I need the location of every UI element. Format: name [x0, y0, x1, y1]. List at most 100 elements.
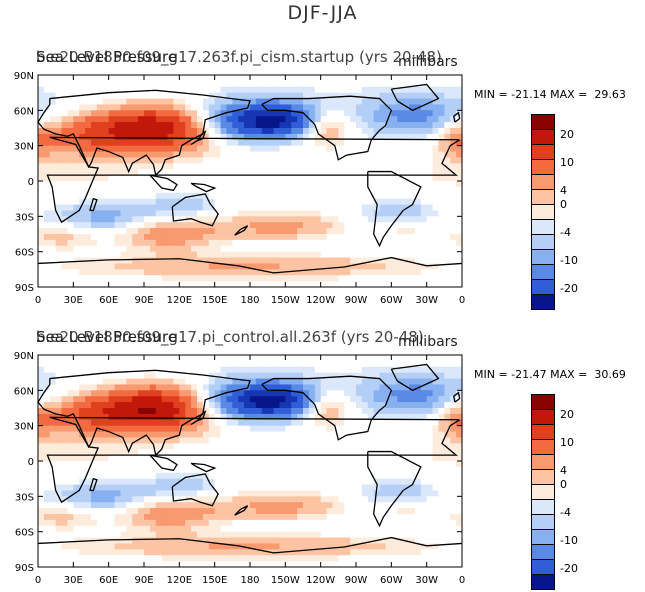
field-cell [420, 455, 428, 462]
field-cell [409, 228, 416, 235]
field-cell [55, 169, 63, 176]
y-tick-label: 0 [28, 177, 34, 188]
field-cell [185, 472, 192, 480]
field-cell [391, 366, 398, 374]
field-cell [297, 372, 304, 380]
field-cell [232, 122, 239, 129]
field-cell [155, 251, 163, 259]
field-cell [450, 163, 457, 170]
field-cell [120, 216, 127, 223]
field-cell [426, 531, 434, 539]
field-cell [238, 169, 245, 176]
field-cell [261, 514, 269, 521]
field-cell [356, 514, 363, 521]
field-cell [432, 443, 440, 450]
field-cell [114, 461, 122, 468]
field-cell [373, 75, 381, 82]
field-cell [102, 157, 110, 164]
field-cell [438, 128, 445, 135]
field-cell [55, 104, 63, 111]
field-cell [367, 408, 375, 415]
field-cell [356, 139, 363, 147]
field-cell [55, 198, 63, 206]
field-cell [161, 531, 169, 539]
field-cell [73, 245, 80, 253]
field-cell [420, 251, 428, 259]
field-cell [43, 508, 51, 515]
field-cell [261, 257, 269, 265]
field-cell [356, 239, 363, 247]
field-cell [191, 239, 198, 247]
field-cell [108, 490, 116, 497]
field-cell [67, 210, 74, 217]
field-cell [102, 151, 110, 159]
field-cell [279, 484, 286, 492]
field-cell [444, 275, 451, 282]
field-cell [238, 455, 245, 462]
field-cell [350, 496, 357, 503]
field-cell [102, 431, 110, 439]
field-cell [379, 86, 387, 94]
field-cell [426, 116, 434, 123]
field-cell [403, 490, 410, 497]
field-cell [350, 508, 357, 515]
field-cell [314, 257, 322, 265]
field-cell [444, 360, 451, 368]
field-cell [403, 366, 410, 374]
field-cell [261, 396, 269, 403]
field-cell [138, 139, 145, 147]
field-cell [267, 210, 275, 217]
field-cell [144, 396, 151, 403]
field-cell [250, 145, 257, 153]
field-cell [450, 222, 457, 229]
field-cell [414, 169, 422, 176]
field-cell [179, 378, 186, 386]
field-cell [361, 531, 369, 539]
field-cell [350, 157, 357, 164]
field-cell [356, 466, 363, 474]
field-cell [367, 251, 375, 259]
field-cell [49, 263, 57, 270]
field-cell [61, 116, 69, 123]
field-cell [173, 92, 180, 100]
field-cell [238, 122, 245, 129]
field-cell [167, 104, 175, 111]
field-cell [356, 419, 363, 427]
field-cell [197, 239, 204, 247]
field-cell [350, 234, 357, 241]
field-cell [167, 508, 175, 515]
field-cell [332, 419, 339, 427]
field-cell [220, 402, 228, 409]
field-cell [367, 281, 375, 288]
field-cell [197, 372, 204, 380]
field-cell [38, 186, 45, 194]
field-cell [138, 431, 145, 439]
field-cell [49, 396, 57, 403]
field-cell [367, 104, 375, 111]
field-cell [232, 366, 239, 374]
field-cell [132, 139, 139, 147]
field-cell [320, 508, 328, 515]
field-cell [238, 269, 245, 276]
x-tick-label: 150E [202, 295, 227, 306]
field-cell [379, 281, 387, 288]
field-cell [338, 431, 345, 439]
field-cell [191, 122, 198, 129]
field-cell [303, 181, 310, 188]
field-cell [414, 275, 422, 282]
field-cell [326, 263, 334, 270]
field-cell [102, 490, 110, 497]
field-cell [138, 133, 145, 141]
field-cell [356, 461, 363, 468]
field-cell [61, 204, 69, 212]
field-cell [161, 204, 169, 212]
field-cell [432, 437, 440, 444]
field-cell [303, 275, 310, 282]
field-cell [138, 169, 145, 176]
field-cell [102, 484, 110, 492]
field-cell [367, 519, 375, 527]
field-cell [438, 163, 445, 170]
field-cell [55, 275, 63, 282]
field-cell [426, 210, 434, 217]
field-cell [185, 275, 192, 282]
